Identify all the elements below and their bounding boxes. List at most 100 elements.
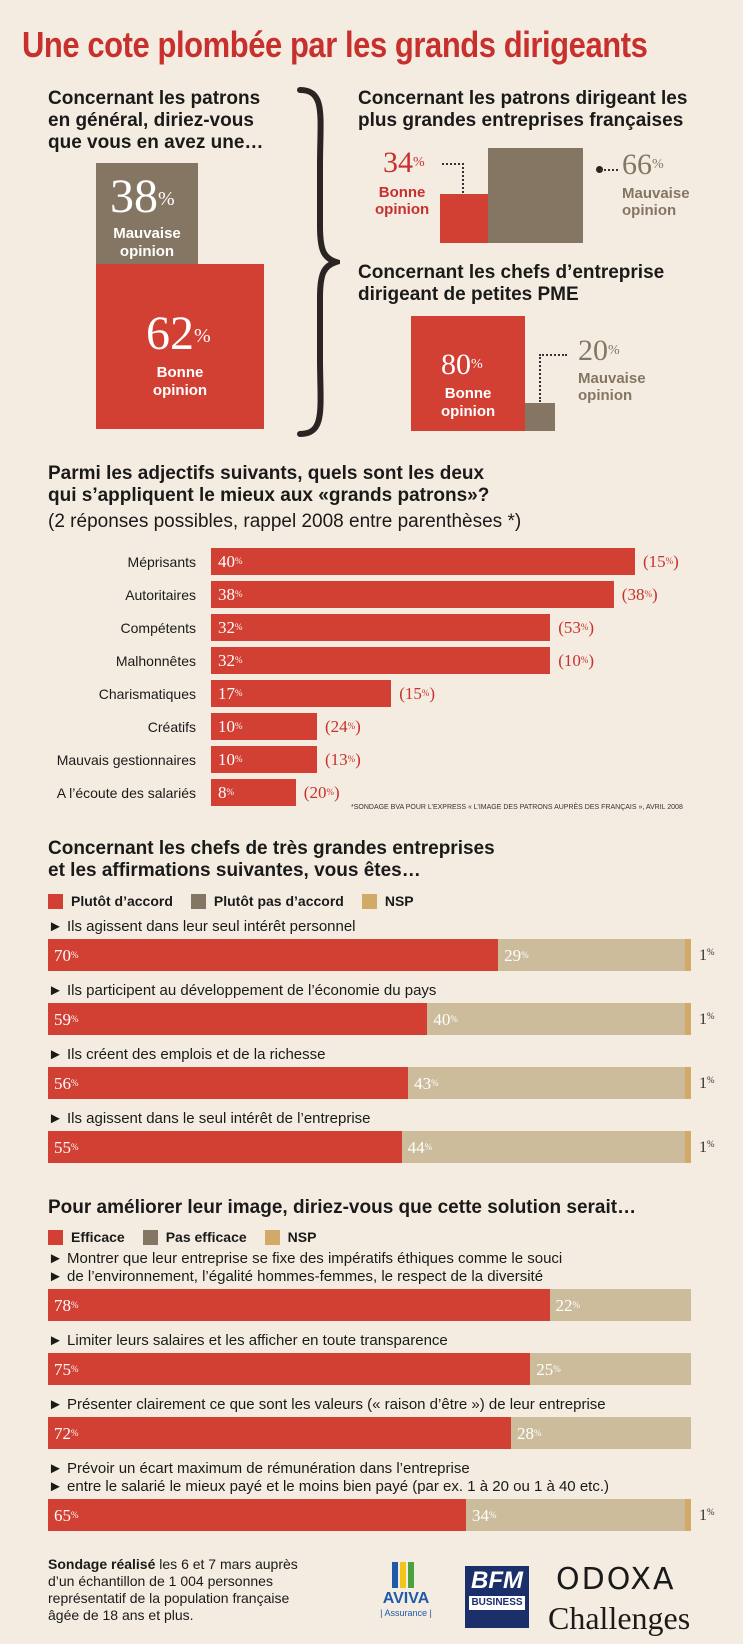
agree-bar	[48, 1003, 428, 1035]
odoxa-logo: ODOXA	[556, 1562, 676, 1597]
nsp-bar	[684, 1003, 691, 1035]
agree-bar-value: 72%	[54, 1424, 79, 1443]
big-bad-box	[488, 148, 583, 243]
pme-good-value: 80%	[441, 348, 483, 381]
affirmations-question-line-1: Concernant les chefs de très grandes ent…	[48, 838, 495, 859]
statement-label: ► Ils agissent dans leur seul intérêt pe…	[48, 918, 356, 935]
solutions-chart: ► Montrer que leur entreprise se fixe de…	[0, 1250, 743, 1534]
adjective-label: Charismatiques	[98, 686, 196, 702]
aviva-logo-text: AVIVA	[382, 1590, 430, 1607]
agree-bar-value: 59%	[54, 1010, 79, 1029]
legend-swatch-agree	[48, 893, 63, 909]
nsp-bar	[684, 1499, 691, 1531]
affirmations-question: Concernant les chefs de très grandes ent…	[48, 838, 495, 882]
general-good-value: 62%	[146, 307, 211, 360]
adjective-label: Malhonnêtes	[115, 653, 196, 669]
footer-line-2: d’un échantillon de 1 004 personnes	[48, 1573, 273, 1589]
big-good-leader	[442, 163, 464, 165]
big-good-label: Bonne opinion	[375, 184, 430, 218]
general-good-label: Bonne opinion	[152, 364, 208, 399]
agree-bar	[48, 1067, 409, 1099]
adjective-bar-value: 17%	[218, 684, 243, 703]
statement-label: ► Prévoir un écart maximum de rémunérati…	[48, 1460, 470, 1477]
bfm-logo-sub: BUSINESS	[469, 1596, 525, 1610]
nsp-value: 1%	[699, 947, 715, 964]
adjective-bar	[211, 779, 296, 806]
agree-bar-value: 78%	[54, 1296, 79, 1315]
disagree-bar	[408, 1067, 685, 1099]
agree-bar-value: 65%	[54, 1506, 79, 1525]
footer-line-1: les 6 et 7 mars auprès	[155, 1556, 298, 1572]
bfm-logo: BFM BUSINESS	[465, 1566, 529, 1628]
disagree-bar	[465, 1499, 685, 1531]
pme-good-box: 80% Bonne opinion	[411, 316, 525, 431]
agree-bar	[48, 1417, 511, 1449]
statement-label: ► Montrer que leur entreprise se fixe de…	[48, 1250, 563, 1267]
bfm-logo-text: BFM	[471, 1567, 523, 1594]
statement-label: ► Présenter clairement ce que sont les v…	[48, 1396, 606, 1413]
pme-good-label: Bonne opinion	[441, 385, 496, 420]
adjectives-footnote: *SONDAGE BVA POUR L’EXPRESS « L’IMAGE DE…	[351, 804, 683, 811]
big-companies-question-line-2: plus grandes entreprises françaises	[358, 110, 684, 131]
footer-line-3: représentatif de la population française	[48, 1590, 290, 1606]
challenges-logo: Challenges	[548, 1600, 691, 1636]
brace-icon	[297, 87, 340, 437]
disagree-bar-value: 29%	[504, 946, 529, 965]
legend-label-pas-efficace: Pas efficace	[165, 1229, 247, 1245]
statement-label: ► Limiter leurs salaires et les afficher…	[48, 1332, 448, 1349]
adjective-bar-value: 32%	[218, 651, 243, 670]
adjective-label: Créatifs	[147, 719, 196, 735]
big-good-leader-v	[462, 163, 464, 193]
nsp-bar	[684, 1131, 691, 1163]
disagree-bar-value: 43%	[414, 1074, 439, 1093]
big-bad-label: Mauvaise opinion	[622, 185, 690, 219]
legend-swatch-nsp	[361, 893, 377, 909]
agree-bar-value: 55%	[54, 1138, 79, 1157]
adjective-label: Méprisants	[127, 554, 196, 570]
adjective-2008-value: (13%)	[325, 750, 361, 769]
agree-bar-value: 56%	[54, 1074, 79, 1093]
big-bad-dot	[596, 166, 603, 173]
adjective-bar-value: 10%	[218, 717, 243, 736]
statement-label: ► entre le salarié le mieux payé et le m…	[48, 1478, 609, 1495]
adjective-2008-value: (38%)	[621, 585, 658, 604]
adjective-bar	[211, 746, 317, 773]
big-bad-value: 66%	[622, 148, 664, 181]
legend-label-disagree: Plutôt pas d’accord	[213, 893, 344, 909]
adjective-2008-value: (15%)	[643, 552, 679, 571]
adjective-bar-value: 32%	[218, 618, 243, 637]
adjective-bar	[211, 581, 614, 608]
adjectives-question-line-2: qui s’appliquent le mieux aux «grands pa…	[48, 485, 490, 506]
aviva-logo-sub: | Assurance |	[380, 1608, 432, 1618]
general-bad-value: 38%	[110, 170, 175, 223]
legend-swatch-disagree	[190, 893, 206, 909]
solutions-legend: Efficace Pas efficace NSP	[48, 1229, 316, 1245]
disagree-bar-value: 28%	[516, 1424, 542, 1443]
big-good-value: 34%	[383, 146, 425, 179]
disagree-bar	[510, 1417, 691, 1449]
general-bad-box: 38% Mauvaise opinion	[96, 163, 198, 264]
adjective-bar	[211, 614, 551, 641]
legend-label-solutions-nsp: NSP	[287, 1229, 317, 1245]
adjectives-question: Parmi les adjectifs suivants, quels sont…	[48, 463, 489, 507]
legend-label-agree: Plutôt d’accord	[71, 893, 173, 909]
aviva-logo-icon	[392, 1562, 414, 1588]
agree-bar-value: 75%	[54, 1360, 79, 1379]
pme-bad-box	[525, 403, 555, 431]
agree-bar	[48, 1353, 531, 1385]
pme-bad-value: 20%	[578, 334, 620, 367]
nsp-value: 1%	[699, 1507, 715, 1524]
footer-line-4: âgée de 18 ans et plus.	[48, 1607, 194, 1623]
disagree-bar	[549, 1289, 691, 1321]
legend-swatch-efficace	[48, 1229, 63, 1245]
affirmations-legend: Plutôt d’accord Plutôt pas d’accord NSP	[48, 893, 414, 909]
statement-label: ► Ils créent des emplois et de la riches…	[48, 1046, 326, 1063]
agree-bar	[48, 1289, 550, 1321]
solutions-question: Pour améliorer leur image, diriez-vous q…	[48, 1197, 637, 1218]
pme-question: Concernant les chefs d’entreprise dirige…	[358, 262, 664, 306]
adjective-bar-value: 8%	[218, 783, 234, 802]
agree-bar-value: 70%	[54, 946, 79, 965]
legend-label-nsp: NSP	[384, 893, 414, 909]
affirmations-chart: ► Ils agissent dans leur seul intérêt pe…	[0, 918, 743, 1174]
pme-question-line-2: dirigeant de petites PME	[358, 284, 579, 305]
